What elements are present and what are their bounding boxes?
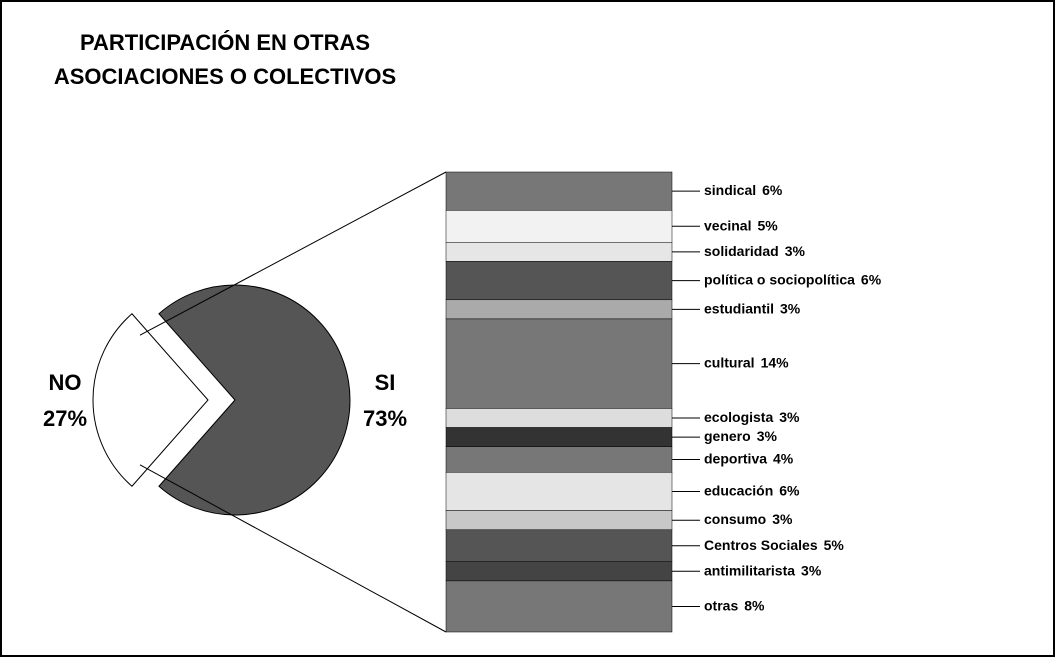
- bar-category: política o sociopolítica: [704, 271, 855, 287]
- bar-category: estudiantil: [704, 300, 774, 316]
- bar-label: Centros Sociales 5%: [704, 536, 844, 552]
- bar-label: vecinal 5%: [704, 217, 778, 233]
- bar-category: otras: [704, 597, 738, 613]
- bar-label: solidaridad 3%: [704, 243, 805, 259]
- bar-label: deportiva 4%: [704, 450, 794, 466]
- pie-slice: [158, 284, 351, 516]
- bar-segment: [445, 472, 673, 511]
- connector: [139, 171, 447, 336]
- bar-category: educación: [704, 482, 773, 498]
- bar-segment: [445, 510, 673, 531]
- bar-label: antimilitarista 3%: [704, 562, 822, 578]
- bar-segment: [445, 318, 673, 409]
- bar-segment: [445, 529, 673, 562]
- bar-category: vecinal: [704, 217, 751, 233]
- bar-label: otras 8%: [704, 597, 765, 613]
- bar-segment: [445, 446, 673, 473]
- bar-label: sindical 6%: [704, 182, 783, 198]
- bar-value-label: 3%: [772, 511, 793, 527]
- bar-category: ecologista: [704, 409, 773, 425]
- bar-label: política o sociopolítica 6%: [704, 271, 882, 287]
- bar-segment: [445, 299, 673, 320]
- pie-label: SI: [375, 370, 396, 395]
- bar-category: sindical: [704, 182, 756, 198]
- bar-value-label: 14%: [761, 354, 790, 370]
- bar-value-label: 6%: [779, 482, 800, 498]
- bar-value-label: 3%: [779, 409, 800, 425]
- bar-segment: [445, 408, 673, 428]
- bar-value-label: 3%: [785, 243, 806, 259]
- bar-category: consumo: [704, 511, 766, 527]
- bar-label: genero 3%: [704, 428, 777, 444]
- bar-value-label: 3%: [757, 428, 778, 444]
- connector: [139, 464, 447, 633]
- pie-value-label: 73%: [363, 406, 407, 431]
- bar-segment: [445, 210, 673, 243]
- bar-label: ecologista 3%: [704, 409, 800, 425]
- pie-slice: [92, 313, 209, 487]
- bar-label: consumo 3%: [704, 511, 793, 527]
- bar-label: educación 6%: [704, 482, 800, 498]
- bar-label: estudiantil 3%: [704, 300, 801, 316]
- bar-category: genero: [704, 428, 751, 444]
- bar-category: deportiva: [704, 450, 767, 466]
- bar-segment: [445, 242, 673, 262]
- bar-category: cultural: [704, 354, 755, 370]
- bar-value-label: 4%: [773, 450, 794, 466]
- bar-value-label: 6%: [861, 271, 882, 287]
- bar-segment: [445, 427, 673, 447]
- pie-label: NO: [49, 370, 82, 395]
- pie-value-label: 27%: [43, 406, 87, 431]
- bar-segment: [445, 561, 673, 582]
- bar-value-label: 5%: [824, 536, 845, 552]
- bar-segment: [445, 580, 673, 633]
- bar-category: solidaridad: [704, 243, 779, 259]
- bar-value-label: 8%: [744, 597, 765, 613]
- bar-label: cultural 14%: [704, 354, 789, 370]
- bar-value-label: 6%: [762, 182, 783, 198]
- bar-category: antimilitarista: [704, 562, 795, 578]
- bar-value-label: 3%: [801, 562, 822, 578]
- chart-title: ASOCIACIONES O COLECTIVOS: [54, 64, 396, 89]
- bar-value-label: 5%: [757, 217, 778, 233]
- bar-segment: [445, 171, 673, 211]
- bar-segment: [445, 261, 673, 301]
- chart-title: PARTICIPACIÓN EN OTRAS: [80, 30, 370, 55]
- bar-category: Centros Sociales: [704, 536, 818, 552]
- bar-value-label: 3%: [780, 300, 801, 316]
